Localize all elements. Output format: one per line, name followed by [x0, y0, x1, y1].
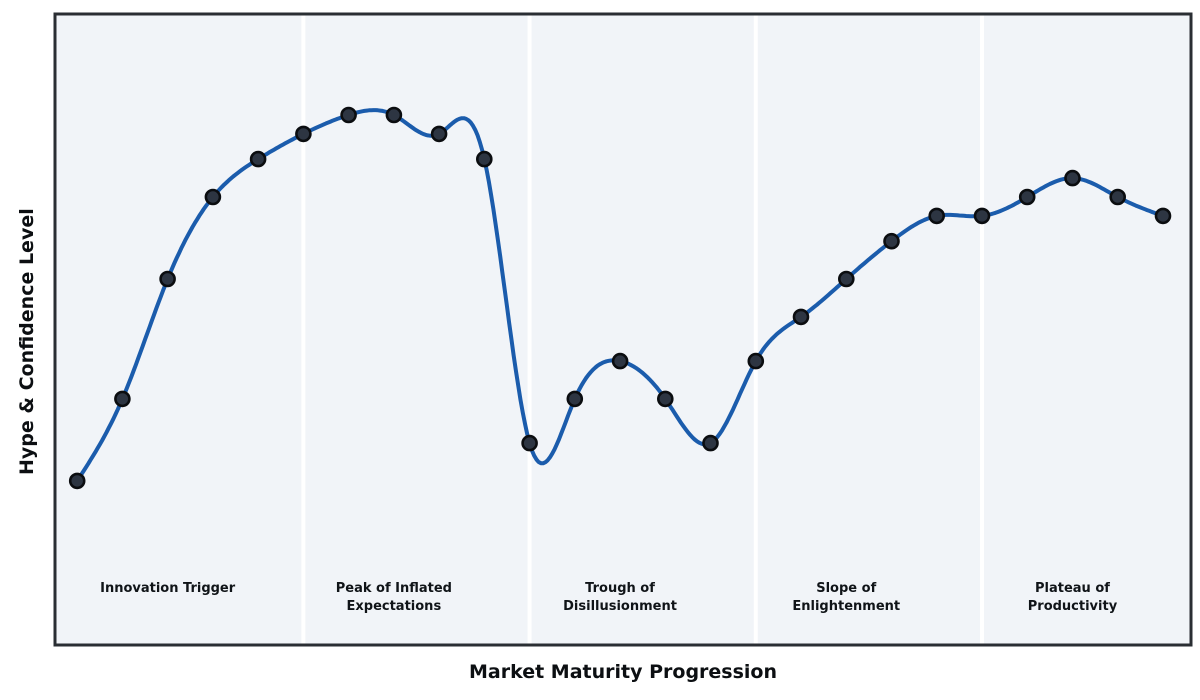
data-point [1064, 169, 1081, 187]
axes-frame [53, 12, 1193, 647]
data-point [475, 150, 493, 168]
data-point [792, 308, 810, 326]
data-point [1018, 188, 1036, 206]
phase-label-peak-of-inflated-expectations: Peak of Inflated Expectations [335, 581, 452, 614]
data-point [566, 390, 584, 408]
y-axis-label: Hype & Confidence Level [16, 208, 38, 475]
phase-label-plateau-of-productivity: Plateau of Productivity [1027, 581, 1118, 614]
data-point [249, 150, 267, 168]
x-axis-label: Market Maturity Progression [468, 661, 778, 683]
data-point [928, 207, 946, 225]
data-point [883, 232, 900, 250]
data-point [656, 390, 674, 408]
data-point [837, 270, 855, 288]
data-point [1109, 188, 1126, 206]
phase-label-slope-of-enlightenment: Slope of Enlightenment [792, 581, 901, 614]
data-point [702, 434, 719, 452]
data-point [159, 270, 176, 288]
phase-label-innovation-trigger: Innovation Trigger [100, 581, 236, 596]
data-point [204, 188, 222, 206]
data-point [973, 207, 991, 225]
data-point [68, 472, 86, 490]
data-point [385, 106, 403, 124]
plot-area [55, 14, 1191, 645]
data-point [340, 106, 357, 124]
data-point [430, 125, 448, 143]
data-point [295, 125, 312, 143]
data-point [114, 390, 131, 408]
data-point [1154, 207, 1172, 225]
data-point [747, 352, 765, 370]
phase-label-trough-of-disillusionment: Trough of Disillusionment [563, 581, 677, 614]
data-point [611, 352, 629, 370]
data-point [521, 434, 538, 452]
